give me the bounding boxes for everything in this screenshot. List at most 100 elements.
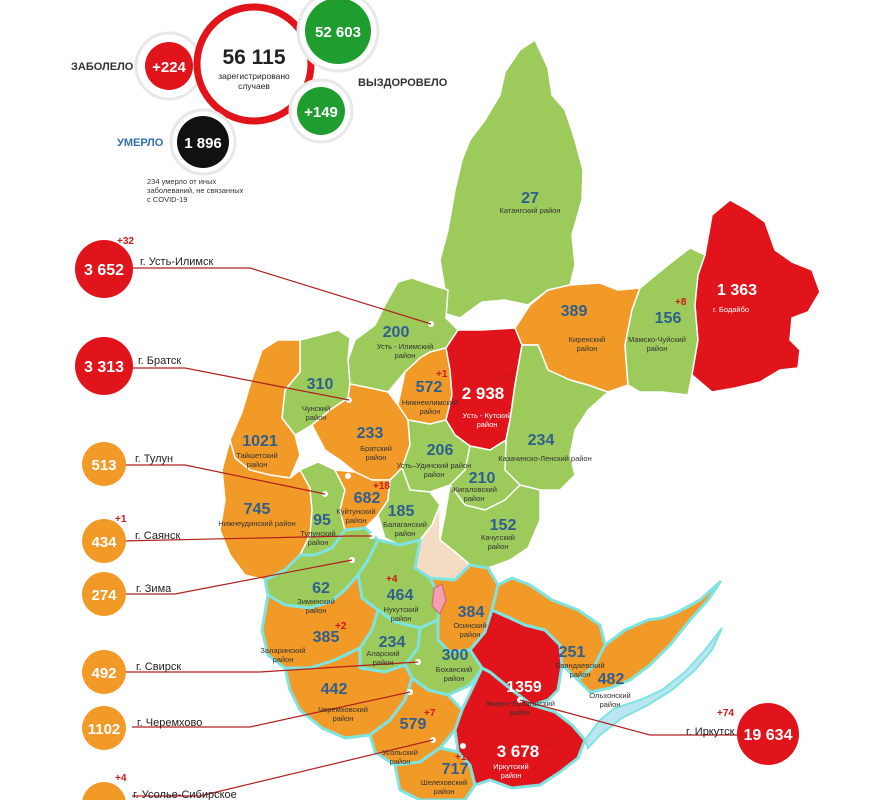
district-name: Осинский [453,621,486,630]
district-kachug: 152 Качугский район [481,517,516,551]
district-name: Иркутский [493,762,528,771]
city-name: г. Саянск [135,530,180,542]
district-value: 482 [598,671,625,688]
leader-usolye [132,739,434,797]
district-kirensk: 389 Киренский район [561,303,606,353]
district-name: Киренский [569,335,605,344]
city-bubbles: 3 652 +32 г. Усть-Илимск 3 313 г. Братск… [75,236,799,800]
district-name: Братский [360,444,392,453]
leader-ust-ilimsk [132,267,432,325]
district-value: 464 [387,587,414,604]
district-delta: +4 [386,574,398,585]
district-name: район [308,538,329,547]
district-value: 579 [400,716,427,733]
district-delta: +2 [335,621,347,632]
district-name: район [577,344,598,353]
district-name: Зиминский [297,597,335,606]
recovered-delta: +149 [304,104,338,121]
district-bokhan: 300 Боханский район [436,647,472,683]
city-name: г. Братск [138,355,181,367]
district-delta: +15 [455,752,472,763]
district-value: 156 [655,310,682,327]
district-name: район [600,700,621,709]
district-name: район [346,516,367,525]
recovered-label: ВЫЗДОРОВЕЛО [358,77,448,89]
district-name: Тайшетский [236,451,277,460]
district-delta: +7 [424,708,436,719]
district-irkutsky: 3 678 +23 Иркутский район [493,737,557,780]
city-bubble [75,240,133,298]
city-dot [345,473,351,479]
district-name: Жигаловский [451,485,497,494]
city-sayansk[interactable]: 434 +1 г. Саянск [82,514,180,563]
city-zima[interactable]: 274 г. Зима [82,572,172,616]
city-svirsk[interactable]: 492 г. Свирск [82,650,181,694]
district-name: Нижнеудинский район [218,519,295,528]
district-name: район [306,606,327,615]
district-nukut: 464 +4 Нукутский район [383,574,418,623]
district-name: район [333,714,354,723]
district-name: Качугский [481,533,515,542]
district-mamsko: 156 +8 Мамско-Чуйский район [628,297,687,353]
city-delta: +1 [115,514,127,525]
district-value: 310 [307,376,334,393]
district-name: район [306,413,327,422]
city-value: 3 313 [84,359,124,376]
district-olkhon: 482 Ольхонский район [589,671,630,709]
district-delta: +1 [436,369,448,380]
city-bratsk[interactable]: 3 313 г. Братск [75,337,181,395]
city-irkutsk[interactable]: 19 634 +74 г. Иркутск [686,703,799,765]
district-ekhirit: 1359 Эхирит-Булагатский район [485,679,555,717]
district-delta: +8 [675,297,687,308]
registered-value: 56 115 [222,46,285,69]
district-name: район [570,670,591,679]
district-osinsky: 384 Осинский район [453,604,486,639]
district-name: район [395,351,416,360]
pink-marker [431,583,447,615]
district-shelekhov: 717 +15 Шелеховский район [421,752,473,796]
city-tulun[interactable]: 513 г. Тулун [82,442,173,486]
recovered-value: 52 603 [315,24,361,41]
district-kuitun: 682 +18 Куйтунский район [336,481,390,525]
district-name: район [366,453,387,462]
district-value: 385 [313,629,340,646]
recovered-bubble [305,0,371,64]
city-name: г. Усолье-Сибирское [133,789,237,800]
district-value: 234 [379,634,406,651]
city-bubble [82,519,126,563]
city-value: 1317 [87,797,120,800]
district-name: Нижнеилимский [402,398,458,407]
district-name: Мамско-Чуйский [628,335,686,344]
city-bubble [82,650,126,694]
region-bodaibo[interactable] [691,199,821,393]
district-name: Усть - Илимский [377,342,434,351]
district-name: район [488,542,509,551]
city-name: г. Зима [136,583,172,595]
city-cheremkhovo[interactable]: 1102 г. Черемхово [82,706,202,750]
district-katanga: 27 Катангский район [500,190,561,215]
city-delta: +32 [117,236,134,247]
region-kazachinsk[interactable] [504,344,609,491]
district-name: район [420,407,441,416]
district-name: район [460,630,481,639]
district-name: Катангский район [500,206,561,215]
district-value: 717 [442,761,469,778]
region-olkhon[interactable] [576,580,722,694]
city-bubble [82,572,126,616]
died-bubble [177,116,229,168]
district-name: Усть - Кутский [463,411,512,420]
city-ust-ilimsk[interactable]: 3 652 +32 г. Усть-Илимск [75,236,213,298]
region-katanga[interactable] [439,39,584,319]
district-value: 572 [416,379,443,396]
district-name: район [390,757,411,766]
district-name: район [444,674,465,683]
district-taishet: 1021 Тайшетский район [236,433,278,469]
district-ust-kut: 2 938 +10 Усть - Кутский район [462,373,516,429]
region-taishet[interactable] [229,339,301,479]
district-balagansk: 185 Балаганский район [383,503,427,538]
registered-caption-line1: зарегистрировано [218,71,290,81]
district-zhigalovo: 210 Жигаловский район [451,470,497,503]
district-value: 442 [321,681,348,698]
city-usolye[interactable]: 1317 +4 г. Усолье-Сибирское [82,773,237,800]
district-bodaibo: 1 363 г. Бодайбо [713,282,757,314]
